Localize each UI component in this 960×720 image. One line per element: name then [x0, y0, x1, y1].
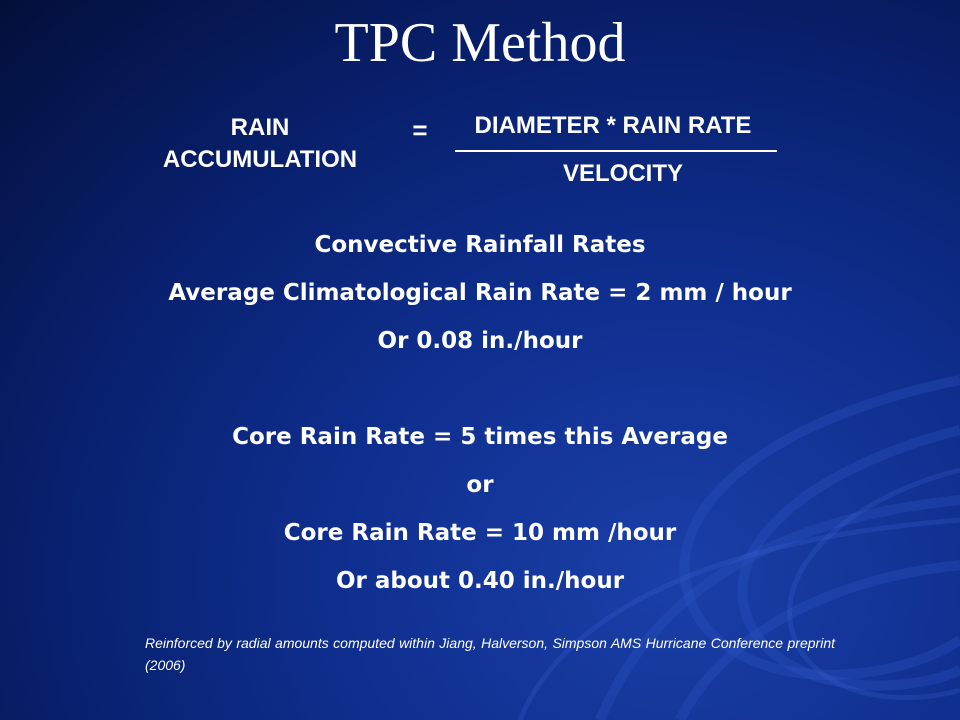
equation-left-side: RAIN ACCUMULATION: [140, 112, 380, 176]
equation-equals-sign: =: [412, 115, 428, 145]
body-line-average-rate: Average Climatological Rain Rate = 2 mm …: [168, 280, 792, 306]
body-line-average-inches: Or 0.08 in./hour: [377, 328, 583, 354]
body-line-core-rate-inches: Or about 0.40 in./hour: [335, 568, 625, 594]
equation-left-line1: RAIN: [230, 114, 290, 141]
body-line-convective-heading: Convective Rainfall Rates: [314, 232, 646, 258]
slide-title: TPC Method: [334, 12, 626, 74]
equation-denominator: VELOCITY: [562, 160, 683, 187]
body-line-core-rate-mm: Core Rain Rate = 10 mm /hour: [283, 520, 677, 546]
equation-left-line2: ACCUMULATION: [162, 146, 358, 173]
body-line-or: or: [466, 472, 494, 498]
footnote-reference: Reinforced by radial amounts computed wi…: [145, 635, 835, 673]
equation-numerator: DIAMETER * RAIN RATE: [474, 112, 752, 139]
fraction-bar: [455, 150, 777, 152]
body-line-core-rate-times: Core Rain Rate = 5 times this Average: [232, 424, 728, 450]
